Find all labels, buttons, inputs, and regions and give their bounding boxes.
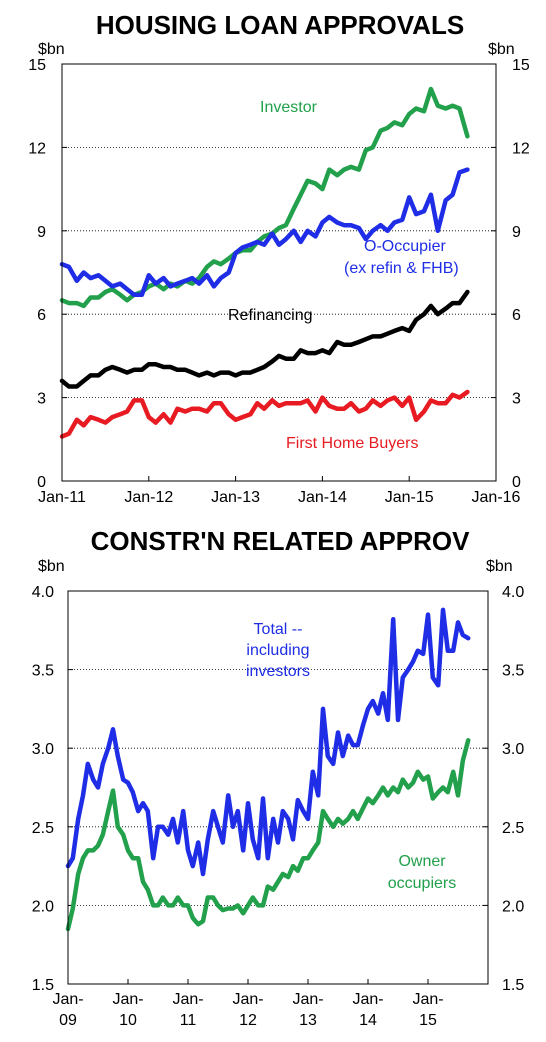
y-axis-ticks: 1.5 1.5 2.0 2.0 2.5 2.5 3.0 3.0 3.5 3.5 4.0 4.0 — [32, 584, 525, 994]
x-tick-label: Jan- — [232, 991, 263, 1008]
series-line-investor — [59, 86, 470, 309]
x-axis-ticks: Jan-11 Jan-12 Jan-13 Jan-14 Jan-15 Jan-16 — [38, 476, 521, 506]
x-tick-label: Jan-11 — [38, 489, 86, 506]
y-tick-label-left: 12 — [28, 140, 46, 157]
x-tick-label: Jan-14 — [298, 489, 347, 506]
x-tick-label: 11 — [180, 1012, 197, 1029]
chart-construction-related-approvals: CONSTR'N RELATED APPROV $bn $bn 1.5 1.5 2.… — [32, 526, 525, 1029]
x-tick-label: Jan- — [412, 991, 443, 1008]
y-tick-label-left: 1.5 — [32, 977, 54, 994]
chart-title: HOUSING LOAN APPROVALS — [96, 10, 464, 40]
x-tick-label: 10 — [119, 1012, 137, 1029]
x-tick-label: 15 — [419, 1012, 437, 1029]
y-tick-label-right: 2.5 — [502, 820, 524, 837]
y-tick-label-left: 3.5 — [32, 663, 54, 680]
y-tick-label-right: 9 — [512, 224, 521, 241]
y-tick-label-right: 1.5 — [502, 977, 524, 994]
y-unit-left: $bn — [38, 558, 65, 575]
chart-housing-loan-approvals: HOUSING LOAN APPROVALS $bn $bn 0 0 3 3 6 6 9 9 1… — [28, 10, 530, 506]
label-owner-occupier-line1: O-Occupier — [364, 238, 446, 255]
label-owner-occupier-line2: (ex refin & FHB) — [344, 260, 459, 277]
x-tick-label: 13 — [299, 1012, 317, 1029]
x-tick-label: Jan- — [52, 991, 83, 1008]
y-tick-label-left: 6 — [37, 307, 46, 324]
x-tick-label: Jan-16 — [472, 489, 521, 506]
y-tick-label-right: 6 — [512, 307, 521, 324]
plot-lines — [65, 607, 471, 932]
x-tick-label: Jan-13 — [211, 489, 260, 506]
plot-lines — [59, 86, 470, 439]
x-tick-label: Jan-12 — [124, 489, 173, 506]
chart-title: CONSTR'N RELATED APPROV — [91, 526, 471, 556]
label-owner-occupiers-line2: occupiers — [388, 875, 456, 892]
y-tick-label-left: 9 — [37, 224, 46, 241]
label-first-home-buyers: First Home Buyers — [286, 435, 418, 452]
y-tick-label-right: 2.0 — [502, 898, 524, 915]
y-tick-label-right: 3.5 — [502, 663, 524, 680]
y-tick-label-left: 3.0 — [32, 741, 54, 758]
x-tick-label: Jan- — [112, 991, 143, 1008]
series-line-total-including-investors — [65, 607, 471, 877]
y-tick-label-right: 3.0 — [502, 741, 524, 758]
y-tick-label-left: 2.0 — [32, 898, 54, 915]
y-tick-label-right: 12 — [512, 140, 530, 157]
y-unit-right: $bn — [486, 558, 513, 575]
label-refinancing: Refinancing — [228, 307, 313, 324]
x-tick-label: Jan- — [172, 991, 203, 1008]
y-axis-ticks: 0 0 3 3 6 6 9 9 12 12 15 15 — [28, 57, 530, 491]
series-line-o-occupier-ex-refin-fhb — [59, 167, 470, 297]
grid — [68, 669, 488, 906]
label-investor: Investor — [260, 99, 318, 116]
y-unit-left: $bn — [38, 41, 65, 58]
x-tick-label: Jan-15 — [385, 489, 434, 506]
y-tick-label-left: 0 — [37, 474, 46, 491]
y-unit-right: $bn — [488, 41, 515, 58]
y-tick-label-left: 3 — [37, 391, 46, 408]
y-tick-label-right: 0 — [512, 474, 521, 491]
x-tick-label: Jan- — [292, 991, 323, 1008]
y-tick-label-right: 4.0 — [502, 584, 524, 601]
label-total-line3: investors — [246, 663, 310, 680]
y-tick-label-left: 2.5 — [32, 820, 54, 837]
plot-frame — [67, 590, 489, 985]
x-tick-label: Jan- — [352, 991, 383, 1008]
y-tick-label-right: 15 — [512, 57, 530, 74]
label-total-line2: including — [246, 642, 309, 659]
x-axis-ticks: Jan- 09 Jan- 10 Jan- 11 Jan- 12 Jan- 13 Jan- 14 Jan-… — [52, 979, 444, 1029]
label-owner-occupiers-line1: Owner — [398, 853, 446, 870]
plot-frame — [61, 63, 497, 482]
x-tick-label: 09 — [59, 1012, 77, 1029]
y-tick-label-left: 15 — [28, 57, 46, 74]
series-line-first-home-buyers — [59, 389, 470, 439]
y-tick-label-left: 4.0 — [32, 584, 54, 601]
y-tick-label-right: 3 — [512, 391, 521, 408]
x-tick-label: 14 — [359, 1012, 377, 1029]
series-line-owner-occupiers — [65, 738, 471, 932]
series-line-refinancing — [59, 289, 470, 389]
x-tick-label: 12 — [239, 1012, 257, 1029]
label-total-line1: Total -- — [254, 621, 303, 638]
